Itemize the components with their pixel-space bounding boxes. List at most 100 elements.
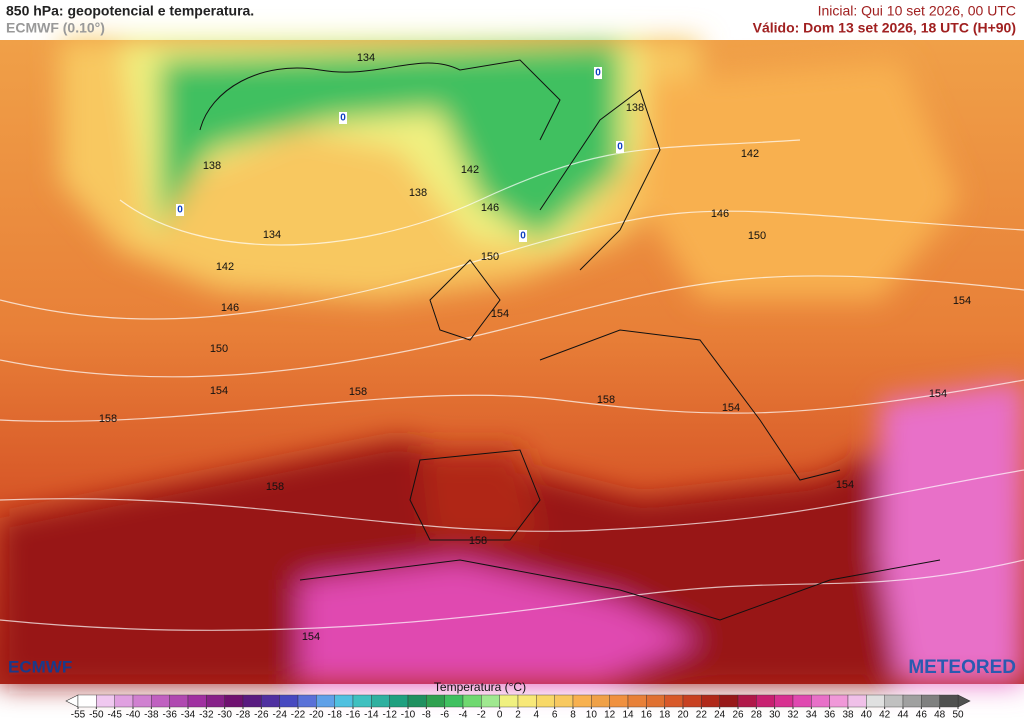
contour-label: 142 [741, 148, 759, 160]
colorbar-tick-label: 6 [552, 710, 558, 720]
colorbar-tick-label: 20 [677, 710, 689, 720]
contour-label: 150 [481, 251, 499, 263]
map-labels: 134 138 138 142 142 138 146 134 146 150 150 142 146 1… [99, 52, 971, 643]
color-swatch [187, 694, 207, 708]
color-swatch [701, 694, 720, 708]
colorbar-tick-label: 24 [714, 710, 726, 720]
color-swatch [554, 694, 574, 708]
temperature-field [0, 40, 1024, 684]
color-swatch [114, 694, 134, 708]
cold-zone [160, 45, 620, 240]
isotherm-label: 0 [617, 142, 623, 153]
color-swatch [719, 694, 739, 708]
contour-label: 146 [711, 208, 729, 220]
color-swatch [646, 694, 665, 708]
colorbar-tick-label: 18 [659, 710, 671, 720]
color-swatch [261, 694, 280, 708]
isotherm-label: 0 [340, 113, 346, 124]
isotherm-label-box [339, 112, 347, 124]
color-swatch [334, 694, 354, 708]
color-swatch [316, 694, 335, 708]
coastline [539, 329, 841, 481]
contour-line [0, 275, 1024, 378]
very-hot-zone [300, 560, 700, 684]
isotherm-label: 0 [520, 231, 526, 242]
isotherm-label-box [594, 67, 602, 79]
color-swatch [737, 694, 757, 708]
contour-label: 158 [266, 481, 284, 493]
colorbar-tick-label: 50 [952, 710, 964, 720]
contour-label: 146 [481, 202, 499, 214]
color-swatch [481, 694, 500, 708]
color-swatch [77, 694, 97, 708]
color-swatch [921, 694, 940, 708]
color-swatch [866, 694, 885, 708]
contour-label: 154 [836, 479, 854, 491]
color-swatch [206, 694, 225, 708]
color-swatch [664, 694, 684, 708]
color-swatch [444, 694, 464, 708]
color-swatch [829, 694, 849, 708]
contour-label: 154 [722, 402, 740, 414]
colorbar-tick-label: 48 [934, 710, 946, 720]
color-swatch [151, 694, 170, 708]
geopotential-contours [0, 139, 1024, 632]
contour-line [0, 559, 1024, 632]
color-swatch [389, 694, 409, 708]
color-swatch [224, 694, 244, 708]
colorbar-tick-label: -20 [309, 710, 324, 720]
color-swatch [499, 694, 519, 708]
colorbar-tick-label: 28 [751, 710, 763, 720]
contour-label: 158 [349, 386, 367, 398]
contour-label: 154 [953, 295, 971, 307]
colorbar-tick-label: 14 [622, 710, 634, 720]
colorbar-tick-label: 26 [732, 710, 744, 720]
color-swatch [884, 694, 904, 708]
contour-label: 150 [210, 343, 228, 355]
colorbar-tick-label: -28 [236, 710, 251, 720]
color-swatch [902, 694, 922, 708]
colorbar-tick-label: 44 [897, 710, 909, 720]
colorbar-tick-label: -22 [291, 710, 306, 720]
colorbar-tick-label: -26 [254, 710, 269, 720]
colorbar-tick-label: 38 [842, 710, 854, 720]
initial-time: Inicial: Qui 10 set 2026, 00 UTC [818, 3, 1016, 19]
color-swatch [572, 694, 592, 708]
colorbar-tick-label: -8 [422, 710, 431, 720]
warm-zone [640, 60, 960, 300]
colorbar-tick-label: 8 [570, 710, 576, 720]
contour-label: 154 [929, 388, 947, 400]
color-swatch [426, 694, 445, 708]
contour-label: 158 [469, 535, 487, 547]
colorbar-tick-label: -55 [71, 710, 86, 720]
ecmwf-logo: ECMWF [8, 657, 72, 676]
colorbar-tick-label: -45 [107, 710, 122, 720]
contour-label: 142 [216, 261, 234, 273]
contour-label: 154 [491, 308, 509, 320]
color-swatch [536, 694, 555, 708]
colorbar-tick-label: -18 [327, 710, 342, 720]
colorbar-tick-label: -40 [126, 710, 141, 720]
contour-label: 154 [210, 385, 228, 397]
very-hot-zone [880, 380, 1024, 684]
coastline [299, 559, 941, 621]
color-swatch [682, 694, 702, 708]
contour-line [0, 379, 1024, 422]
color-swatch [279, 694, 299, 708]
coastline [429, 259, 501, 341]
colorbar-tick-label: 34 [806, 710, 818, 720]
colorbar-tick-label: -4 [459, 710, 468, 720]
color-swatch [792, 694, 812, 708]
valid-time: Válido: Dom 13 set 2026, 18 UTC (H+90) [753, 20, 1016, 36]
color-swatch [591, 694, 610, 708]
colorbar-tick-label: 4 [534, 710, 540, 720]
coastline [199, 59, 561, 141]
colorbar-tick-label: 16 [641, 710, 653, 720]
color-swatch [132, 694, 152, 708]
colorbar-tick-label: 36 [824, 710, 836, 720]
colorbar-tick-label: -34 [181, 710, 196, 720]
color-swatch [939, 694, 959, 708]
meteored-logo: METEORED [908, 657, 1016, 678]
